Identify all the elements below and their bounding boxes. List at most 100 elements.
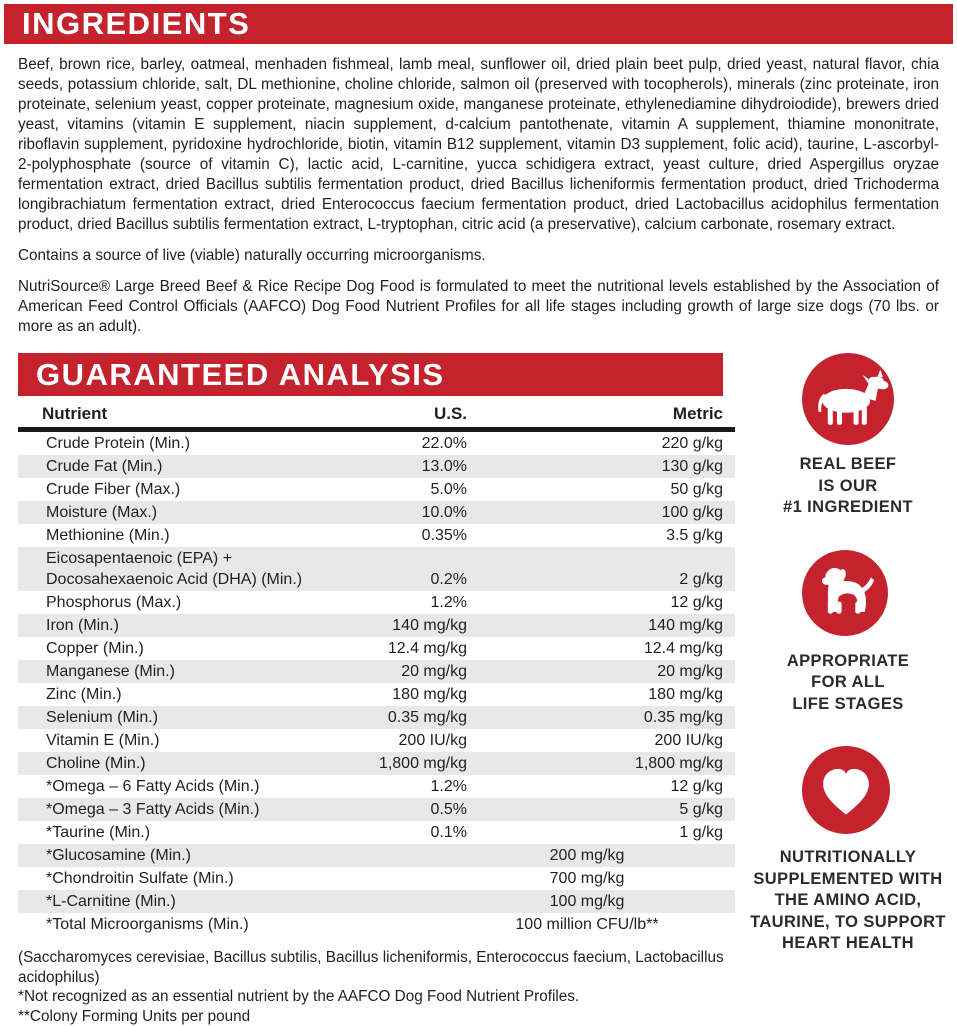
metric-value: 100 g/kg [467,501,735,524]
nutrient-name: Crude Fiber (Max.) [46,478,347,501]
nutrient-name: Eicosapentaenoic (EPA) + Docosahexaenoic… [46,547,347,591]
ingredients-paragraph: Beef, brown rice, barley, oatmeal, menha… [18,55,939,235]
metric-value: 5 g/kg [467,798,735,821]
column-header-metric: Metric [467,402,735,425]
table-row: *Glucosamine (Min.)200 mg/kg [18,844,735,867]
ingredients-title: INGREDIENTS [22,6,250,41]
badge-text-line: THE AMINO ACID, [750,890,946,912]
table-row: *L-Carnitine (Min.)100 mg/kg [18,890,735,913]
us-value: 0.5% [347,798,467,821]
table-row: Moisture (Max.)10.0%100 g/kg [18,501,735,524]
table-row: Phosphorus (Max.)1.2%12 g/kg [18,591,735,614]
metric-value: 200 IU/kg [467,729,735,752]
us-value: 13.0% [347,455,467,478]
us-value: 0.35 mg/kg [347,706,467,729]
table-row: Methionine (Min.)0.35%3.5 g/kg [18,524,735,547]
badge-text-line: REAL BEEF [783,454,913,476]
nutrient-name: *Taurine (Min.) [46,821,347,844]
metric-value: 12 g/kg [467,775,735,798]
table-row: Crude Fiber (Max.)5.0%50 g/kg [18,478,735,501]
column-header-nutrient: Nutrient [42,402,347,425]
column-header-us: U.S. [347,402,467,425]
nutrient-name: Phosphorus (Max.) [46,591,347,614]
product-label: INGREDIENTS Beef, brown rice, barley, oa… [0,4,957,954]
metric-value: 0.35 mg/kg [467,706,735,729]
nutrient-name: Crude Fat (Min.) [46,455,347,478]
table-row: *Total Microorganisms (Min.)100 million … [18,913,735,936]
nutrient-name: *L-Carnitine (Min.) [46,890,347,913]
badge-text-line: NUTRITIONALLY [750,847,946,869]
metric-value: 130 g/kg [467,455,735,478]
metric-value: 140 mg/kg [467,614,735,637]
table-row: *Chondroitin Sulfate (Min.)700 mg/kg [18,867,735,890]
nutrient-name: Crude Protein (Min.) [46,432,347,455]
combined-value: 100 million CFU/lb** [347,913,735,936]
us-value: 20 mg/kg [347,660,467,683]
contains-note: Contains a source of live (viable) natur… [18,246,939,266]
nutrient-name: *Omega – 3 Fatty Acids (Min.) [46,798,347,821]
nutrient-name: Manganese (Min.) [46,660,347,683]
badge-text-line: FOR ALL [787,672,909,694]
table-row: *Omega – 3 Fatty Acids (Min.)0.5%5 g/kg [18,798,735,821]
combined-value: 100 mg/kg [347,890,735,913]
us-value: 1.2% [347,591,467,614]
badge-text-line: APPROPRIATE [787,651,909,673]
metric-value: 1 g/kg [467,821,735,844]
metric-value: 1,800 mg/kg [467,752,735,775]
metric-value: 12.4 mg/kg [467,637,735,660]
badge-text-line: IS OUR [783,476,913,498]
table-header-row: Nutrient U.S. Metric [18,402,735,432]
badge-text-line: HEART HEALTH [750,933,946,955]
table-row: *Taurine (Min.)0.1%1 g/kg [18,821,735,844]
us-value: 22.0% [347,432,467,455]
guaranteed-analysis-title: GUARANTEED ANALYSIS [36,357,445,392]
table-row: Crude Protein (Min.)22.0%220 g/kg [18,432,735,455]
guaranteed-analysis-table: Nutrient U.S. Metric Crude Protein (Min.… [18,402,735,936]
table-row: Crude Fat (Min.)13.0%130 g/kg [18,455,735,478]
nutrient-name: Selenium (Min.) [46,706,347,729]
us-value: 10.0% [347,501,467,524]
metric-value: 20 mg/kg [467,660,735,683]
combined-value: 700 mg/kg [347,867,735,890]
nutrient-name: Choline (Min.) [46,752,347,775]
guaranteed-analysis-section: GUARANTEED ANALYSIS Nutrient U.S. Metric… [0,353,739,1026]
table-footnotes: (Saccharomyces cerevisiae, Bacillus subt… [18,948,739,1026]
nutrient-name: *Omega – 6 Fatty Acids (Min.) [46,775,347,798]
metric-value: 180 mg/kg [467,683,735,706]
cow-icon [802,353,894,445]
analysis-and-badges: GUARANTEED ANALYSIS Nutrient U.S. Metric… [0,353,957,1026]
badge-text-line: LIFE STAGES [787,694,909,716]
footnote-line: **Colony Forming Units per pound [18,1007,739,1026]
nutrient-name: *Total Microorganisms (Min.) [46,913,347,936]
metric-value: 3.5 g/kg [467,524,735,547]
heart-icon [802,746,894,838]
us-value: 180 mg/kg [347,683,467,706]
puppy-icon [802,550,894,642]
us-value: 12.4 mg/kg [347,637,467,660]
nutrient-name: Moisture (Max.) [46,501,347,524]
us-value: 140 mg/kg [347,614,467,637]
us-value: 1.2% [347,775,467,798]
guaranteed-analysis-header: GUARANTEED ANALYSIS [18,353,723,396]
nutrient-name: *Chondroitin Sulfate (Min.) [46,867,347,890]
nutrient-name: *Glucosamine (Min.) [46,844,347,867]
metric-value: 2 g/kg [467,568,735,591]
us-value: 200 IU/kg [347,729,467,752]
nutrient-name: Vitamin E (Min.) [46,729,347,752]
nutrient-name: Zinc (Min.) [46,683,347,706]
metric-value: 50 g/kg [467,478,735,501]
us-value: 5.0% [347,478,467,501]
us-value: 0.2% [347,568,467,591]
